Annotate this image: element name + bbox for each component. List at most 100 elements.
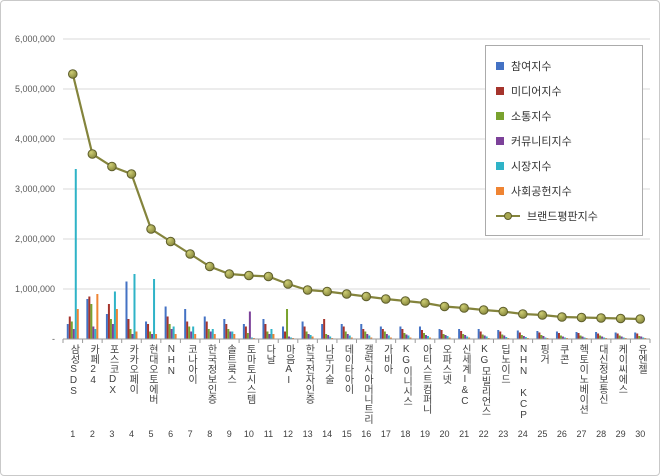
- bar: [207, 329, 210, 339]
- bar: [524, 337, 527, 339]
- line-marker: [420, 298, 430, 308]
- bar: [168, 324, 171, 339]
- legend-item: 사회공헌지수: [496, 178, 632, 203]
- legend-label: 소통지수: [511, 110, 552, 123]
- bar: [518, 332, 521, 339]
- bar-series-5: [74, 169, 645, 339]
- bar: [329, 336, 332, 339]
- x-axis-category-label: 아티스트컴퍼니: [415, 344, 435, 428]
- x-axis-category-label: 신세계I&C: [454, 344, 474, 428]
- x-axis-rank-label: 12: [282, 429, 293, 439]
- x-axis-category-label: 카카오페이: [122, 344, 142, 428]
- x-axis-rank-label: 23: [498, 429, 509, 439]
- x-axis-category-label: 핑거: [533, 344, 553, 428]
- line-marker: [87, 149, 98, 159]
- legend-label: 브랜드평판지수: [527, 210, 598, 223]
- x-axis-category-label: 유엔젤: [630, 344, 650, 428]
- x-axis-rank-label: 14: [322, 429, 333, 439]
- bar: [538, 332, 541, 339]
- bar: [561, 336, 564, 339]
- bar: [170, 329, 173, 339]
- bar: [505, 337, 508, 339]
- bar: [346, 334, 349, 339]
- bar: [595, 332, 598, 339]
- bar: [213, 334, 216, 339]
- bar: [479, 331, 482, 339]
- bar: [614, 332, 617, 339]
- bar: [409, 337, 412, 339]
- bar: [74, 169, 77, 339]
- bar: [286, 309, 289, 339]
- bar: [284, 331, 287, 339]
- bar: [485, 336, 488, 339]
- bar-series-6: [76, 294, 647, 339]
- line-marker: [126, 169, 137, 179]
- chart-legend: 참여지수 미디어지수 소통지수 커뮤니티지수 시장지수 사회공헌지수 브랜드평판지수: [485, 45, 643, 236]
- x-axis-category-text: 유엔젤: [635, 344, 647, 374]
- line-marker: [302, 285, 313, 295]
- bar: [153, 279, 156, 339]
- x-axis-category-label: KG이니시스: [396, 344, 416, 428]
- bar: [407, 335, 410, 339]
- bar: [522, 336, 525, 339]
- line-marker: [283, 279, 293, 289]
- bar: [107, 304, 110, 339]
- x-axis-rank-label: 16: [361, 429, 372, 439]
- line-marker: [400, 296, 411, 306]
- bar: [76, 309, 79, 339]
- bar: [147, 324, 150, 339]
- bar: [282, 326, 285, 339]
- bar: [557, 333, 560, 339]
- bar: [642, 337, 645, 339]
- x-axis-category-label: 삼성SDS: [63, 344, 83, 428]
- y-axis-tick-label: 3,000,000: [14, 184, 55, 194]
- bar: [350, 337, 353, 339]
- bar: [634, 332, 637, 339]
- bar: [272, 334, 275, 339]
- x-axis-rank-label: 26: [556, 429, 567, 439]
- line-marker: [478, 305, 489, 315]
- bar: [360, 324, 363, 339]
- x-axis-category-text: 케이씨에스: [615, 344, 627, 394]
- x-axis-category-label: 가비아: [376, 344, 396, 428]
- bar: [151, 334, 154, 339]
- bar: [109, 319, 112, 339]
- x-axis-category-text: KG모빌리언스: [478, 344, 490, 416]
- bar: [420, 330, 423, 339]
- line-marker: [165, 236, 176, 247]
- bar: [305, 331, 308, 339]
- x-axis-rank-label: 17: [380, 429, 391, 439]
- x-axis-category-text: 마음AI: [283, 344, 295, 386]
- line-marker: [244, 270, 254, 281]
- bar: [205, 321, 208, 339]
- bar: [579, 335, 582, 339]
- line-marker: [557, 312, 567, 322]
- legend-swatch: [496, 86, 504, 95]
- bar: [426, 336, 429, 339]
- bar: [248, 311, 251, 339]
- bar: [192, 326, 195, 339]
- legend-item: 소통지수: [496, 103, 632, 128]
- bar: [264, 324, 267, 339]
- bar: [640, 336, 643, 339]
- line-marker: [381, 294, 391, 304]
- bar: [288, 336, 291, 339]
- legend-item: 시장지수: [496, 153, 632, 178]
- bar: [211, 329, 214, 339]
- bar: [620, 336, 623, 339]
- bar: [125, 281, 128, 339]
- x-axis-category-label: 나무기술: [317, 344, 337, 428]
- bar: [164, 306, 167, 339]
- bar: [311, 336, 314, 339]
- bar-series-3: [70, 304, 641, 339]
- x-axis-category-text: 솔트룩스: [224, 344, 236, 384]
- legend-item: 커뮤니티지수: [496, 128, 632, 153]
- bar: [462, 334, 465, 339]
- bar: [422, 333, 425, 339]
- bar: [92, 326, 95, 339]
- y-axis-tick-label: 5,000,000: [14, 84, 55, 94]
- bar: [503, 335, 506, 339]
- x-axis-category-text: 데이타아이: [341, 344, 353, 394]
- x-axis-category-text: 가비아: [381, 344, 393, 374]
